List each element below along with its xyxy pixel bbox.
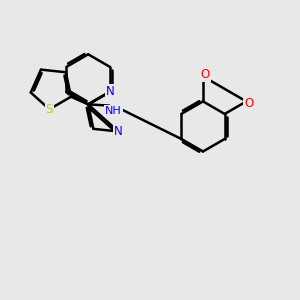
Text: NH: NH [105,106,122,116]
Text: N: N [106,85,114,98]
Text: S: S [46,103,53,116]
Text: O: O [201,68,210,81]
Text: O: O [244,97,253,110]
Text: N: N [114,125,123,138]
